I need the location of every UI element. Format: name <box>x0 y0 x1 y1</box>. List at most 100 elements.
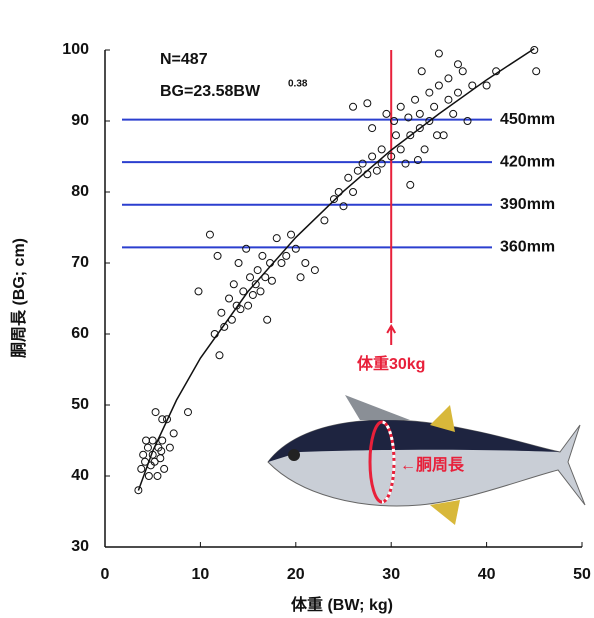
scatter-point <box>390 117 399 125</box>
scatter-point <box>158 436 167 445</box>
scatter-point <box>444 95 453 104</box>
x-tick-label: 40 <box>478 566 496 583</box>
scatter-point <box>220 322 229 331</box>
scatter-point <box>349 102 358 111</box>
scatter-point <box>377 159 386 168</box>
scatter-point <box>372 166 381 175</box>
scatter-point <box>229 280 238 289</box>
scatter-point <box>267 276 276 285</box>
scatter-point <box>420 145 429 154</box>
vertical-line-label: 体重30kg <box>357 354 425 373</box>
scatter-point <box>363 99 372 108</box>
scatter-point <box>151 408 160 417</box>
scatter-point <box>363 170 372 179</box>
arrow <box>386 323 397 345</box>
reference-label: 390mm <box>500 196 555 213</box>
scatter-point <box>404 113 413 122</box>
scatter-point <box>396 102 405 111</box>
scatter-point <box>160 464 169 473</box>
plot <box>104 46 583 548</box>
reference-label: 360mm <box>500 239 555 256</box>
scatter-point <box>368 152 377 161</box>
reference-label: 420mm <box>500 153 555 170</box>
scatter-point <box>261 273 270 282</box>
scatter-point <box>296 273 305 282</box>
scatter-point <box>391 131 400 140</box>
scatter-point <box>449 109 458 118</box>
scatter-point <box>217 308 226 317</box>
scatter-point <box>142 436 151 445</box>
y-tick-label: 90 <box>71 112 89 129</box>
scatter-point <box>453 60 462 69</box>
scatter-point <box>139 450 148 459</box>
scatter-point <box>413 156 422 165</box>
scatter-point <box>291 244 300 253</box>
fish-fin <box>430 405 455 432</box>
scatter-point <box>205 230 214 239</box>
scatter-point <box>258 251 267 260</box>
scatter-point <box>272 234 281 243</box>
scatter-point <box>377 145 386 154</box>
fish <box>267 395 586 525</box>
x-axis-label: 体重 (BW; kg) <box>291 595 393 614</box>
scatter-point <box>463 117 472 125</box>
annotation: N=487 <box>160 51 208 68</box>
scatter-point <box>415 124 424 133</box>
scatter-point <box>430 102 439 111</box>
scatter-point <box>329 195 338 204</box>
y-tick-label: 100 <box>62 41 89 58</box>
scatter-point <box>134 486 143 495</box>
scatter-point <box>169 429 178 438</box>
scatter-point <box>194 287 203 296</box>
scatter-point <box>287 230 296 239</box>
scatter-point <box>382 109 391 118</box>
scatter-point <box>137 464 146 473</box>
scatter-point <box>156 454 165 463</box>
fit-curve <box>137 47 535 491</box>
scatter-point <box>256 287 265 296</box>
scatter-point <box>253 266 262 275</box>
scatter-point <box>401 159 410 168</box>
x-tick-label: 10 <box>192 566 210 583</box>
scatter-point <box>234 259 243 267</box>
scatter-point <box>148 436 157 445</box>
scatter-point <box>183 408 192 417</box>
scatter-point <box>434 49 443 58</box>
girth-ring-back <box>370 422 394 502</box>
scatter-point <box>482 81 491 90</box>
scatter-point <box>310 266 319 275</box>
scatter-point <box>406 180 415 189</box>
scatter-point <box>387 152 396 161</box>
scatter-point <box>468 81 477 90</box>
scatter-point <box>453 88 462 97</box>
scatter-point <box>358 159 367 168</box>
scatter-point <box>277 259 286 267</box>
scatter-point <box>153 472 162 480</box>
fish-eye <box>288 449 300 461</box>
scatter-point <box>349 188 358 196</box>
scatter-point <box>415 109 424 118</box>
reference-label: 450mm <box>500 111 555 128</box>
scatter-point <box>434 81 443 90</box>
scatter-point <box>144 472 153 480</box>
scatter-point <box>417 67 426 76</box>
fish-label: ←胴周長 <box>400 456 465 474</box>
scatter-point <box>165 443 174 452</box>
scatter-point <box>301 259 310 267</box>
y-tick-label: 70 <box>71 254 89 271</box>
scatter-point <box>242 244 251 253</box>
scatter-point <box>282 251 291 260</box>
scatter-point <box>439 131 448 140</box>
scatter-point <box>532 67 541 76</box>
scatter-point <box>215 351 224 360</box>
x-tick-label: 50 <box>573 566 591 583</box>
scatter-point <box>339 202 348 211</box>
scatter-point <box>248 290 257 299</box>
y-tick-label: 40 <box>71 467 89 484</box>
scatter-point <box>244 301 253 310</box>
scatter-point <box>143 443 152 452</box>
fish-back <box>268 420 560 462</box>
scatter-point <box>236 305 245 314</box>
y-axis-label: 胴周長 (BG; cm) <box>10 238 28 358</box>
